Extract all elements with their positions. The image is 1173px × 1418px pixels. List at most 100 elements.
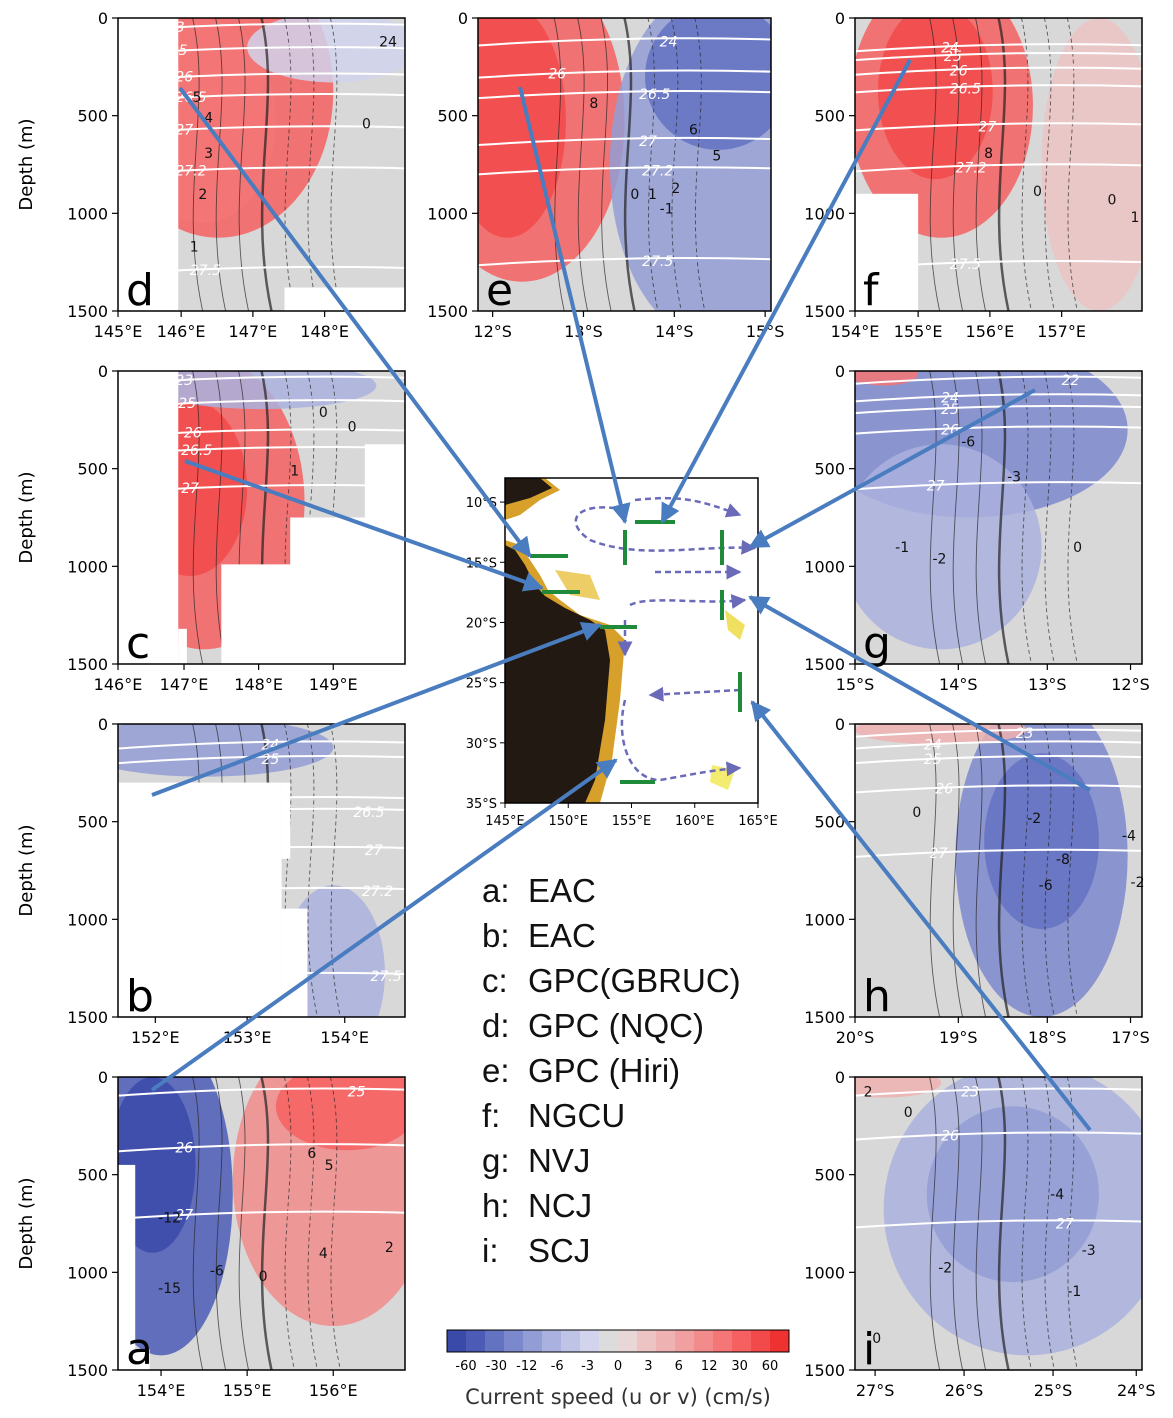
y-tick-label: 0: [835, 362, 845, 381]
panel-a: 25 26 27 -15 -12 -6 0 65 4 2 0 500 1000 1500 154°E 155°…: [16, 1068, 406, 1400]
density-label: 27.5: [642, 254, 673, 270]
colorbar-swatch: [675, 1330, 695, 1352]
density-label: 22: [1062, 373, 1080, 389]
density-label: 25: [348, 1085, 366, 1101]
speed-label: 0: [348, 420, 357, 436]
x-tick-label: 12°S: [473, 322, 512, 341]
map-y-tick-label: 35°S: [466, 797, 497, 812]
x-tick-label: 148°E: [300, 322, 349, 341]
legend-entry: h: NCJ: [482, 1183, 782, 1228]
legend-entry: b: EAC: [482, 913, 782, 958]
colorbar-swatch: [447, 1330, 467, 1352]
y-tick-label: 500: [77, 107, 108, 126]
speed-label: -2: [932, 552, 946, 568]
density-label: 24: [660, 34, 678, 50]
density-label: 27.5: [190, 263, 221, 279]
density-label: 27: [927, 478, 945, 494]
speed-label: 0: [1073, 540, 1082, 556]
panel-letter: g: [863, 618, 891, 669]
legend-code: e:: [482, 1052, 510, 1089]
colorbar-tick-label: -60: [455, 1359, 476, 1374]
panel-f: 24252626.52727.227.58001050010001500154°…: [804, 9, 1143, 341]
speed-label: -1: [895, 540, 909, 556]
y-axis-label: Depth (m): [16, 118, 37, 210]
legend-code: i:: [482, 1232, 499, 1269]
legend-entry: f: NGCU: [482, 1093, 782, 1138]
map-x-tick-label: 145°E: [485, 814, 525, 829]
colorbar-swatch: [713, 1330, 733, 1352]
speed-label: 4: [204, 111, 213, 127]
density-label: 27: [930, 846, 948, 862]
x-tick-label: 149°E: [309, 675, 358, 694]
density-label: 25: [924, 752, 942, 768]
connector-arrow: [178, 86, 532, 558]
panel-frame: [117, 370, 406, 665]
panel-frame: [117, 1076, 406, 1371]
y-tick-label: 1500: [67, 302, 108, 321]
y-tick-label: 0: [98, 715, 108, 734]
y-tick-label: 1000: [804, 1263, 845, 1282]
speed-label: -1: [1067, 1284, 1081, 1300]
panel-e: 242626.52727.227.5865210-105001000150012…: [427, 9, 784, 341]
legend-name: GPC (Hiri): [528, 1052, 681, 1089]
y-tick-label: 1500: [804, 302, 845, 321]
panel-letter: h: [863, 971, 891, 1022]
legend-entry: e: GPC (Hiri): [482, 1048, 782, 1093]
density-label: 26: [941, 1129, 959, 1145]
y-tick-label: 1000: [67, 204, 108, 223]
y-axis-label: Depth (m): [16, 471, 37, 563]
colorbar-swatch: [656, 1330, 676, 1352]
panel-letter: f: [863, 265, 880, 316]
x-tick-label: 17°S: [1111, 1028, 1150, 1047]
legend-name: NCJ: [528, 1187, 593, 1224]
speed-label: 5: [325, 1158, 334, 1174]
colorbar-swatch: [561, 1330, 581, 1352]
map-x-tick-label: 160°E: [675, 814, 715, 829]
colorbar-swatch: [694, 1330, 714, 1352]
x-tick-label: 148°E: [234, 675, 283, 694]
x-tick-label: 26°S: [945, 1381, 984, 1400]
speed-label: 6: [307, 1146, 316, 1162]
density-label: 26: [935, 781, 953, 797]
x-tick-label: 12°S: [1111, 675, 1150, 694]
speed-label: 2: [864, 1085, 873, 1101]
y-tick-label: 0: [835, 9, 845, 28]
speed-label: 0: [259, 1269, 268, 1285]
colorbar-swatch: [523, 1330, 543, 1352]
density-label: 25: [944, 49, 962, 65]
legend-code: h:: [482, 1187, 510, 1224]
density-label: 26: [175, 70, 193, 86]
y-tick-label: 1500: [804, 1008, 845, 1027]
speed-label: -2: [938, 1260, 952, 1276]
y-tick-label: 500: [814, 1166, 845, 1185]
y-tick-label: 500: [77, 813, 108, 832]
speed-label: 4: [319, 1246, 328, 1262]
x-tick-label: 145°E: [94, 322, 143, 341]
connector-arrow: [150, 758, 618, 1092]
x-tick-label: 18°S: [1028, 1028, 1067, 1047]
y-tick-label: 1000: [804, 557, 845, 576]
x-tick-label: 157°E: [1037, 322, 1086, 341]
y-tick-label: 500: [437, 107, 468, 126]
speed-label: 1: [1131, 210, 1140, 226]
speed-label: 0: [1033, 184, 1042, 200]
density-label: 23: [167, 20, 185, 36]
y-tick-label: 1000: [67, 1263, 108, 1282]
speed-label: 2: [198, 187, 207, 203]
current-legend: a: EAC b: EAC c: GPC(GBRUC) d: GPC (NQC) e: GPC (…: [482, 868, 782, 1273]
y-tick-label: 1000: [67, 910, 108, 929]
y-tick-label: 0: [98, 1068, 108, 1087]
speed-label: 5: [193, 90, 202, 106]
colorbar-tick-label: -30: [486, 1359, 507, 1374]
y-tick-label: 0: [458, 9, 468, 28]
panel-letter: e: [486, 265, 513, 316]
connector-arrow: [151, 622, 602, 797]
density-label: 25: [262, 752, 280, 768]
connector-arrow: [660, 59, 912, 524]
y-tick-label: 1000: [804, 910, 845, 929]
x-tick-label: 20°S: [836, 1028, 875, 1047]
speed-label: 5: [712, 149, 721, 165]
